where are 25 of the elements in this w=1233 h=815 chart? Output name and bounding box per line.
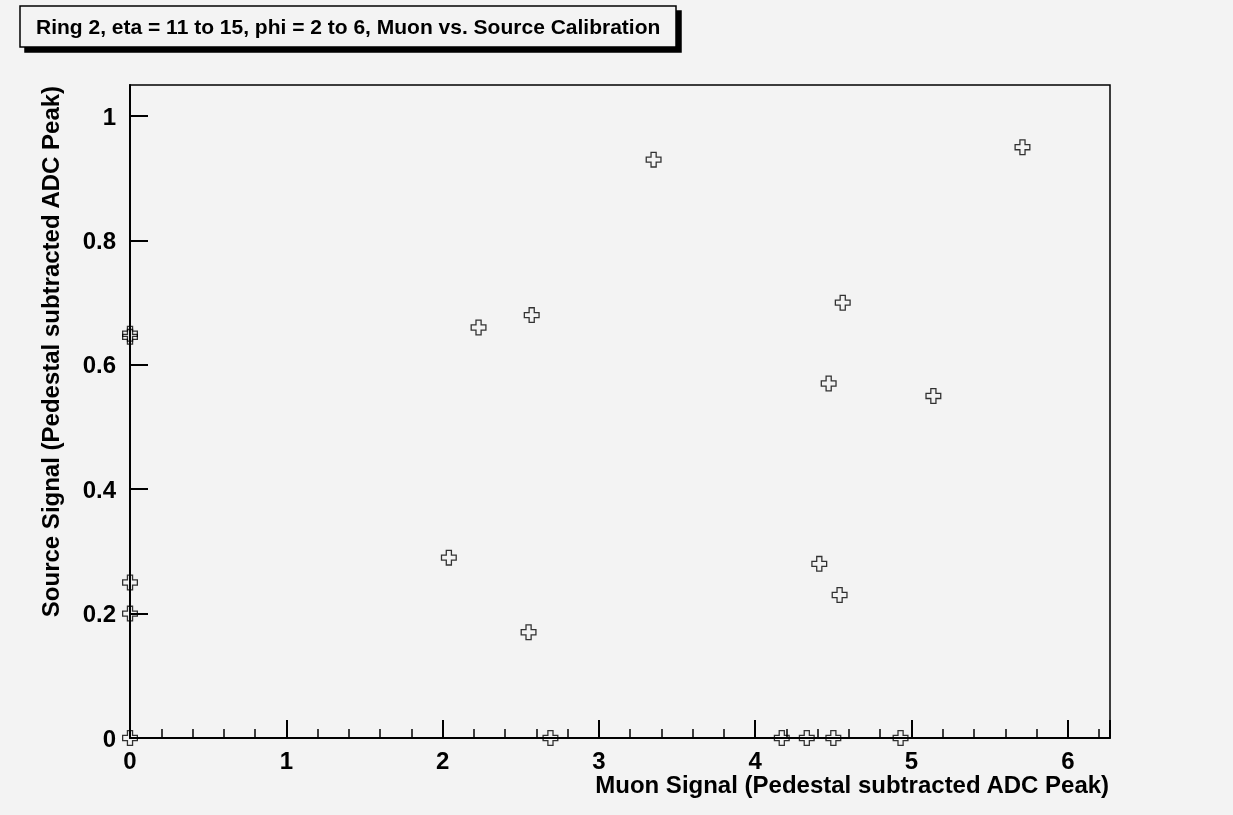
y-tick-label: 0.6 <box>82 351 116 379</box>
point <box>834 294 851 311</box>
chart-title: Ring 2, eta = 11 to 15, phi = 2 to 6, Muon vs. Source Calibration <box>36 15 661 38</box>
y-tick-label: 0.4 <box>82 475 117 503</box>
point <box>820 375 837 392</box>
point <box>892 730 909 746</box>
point <box>470 319 487 336</box>
point <box>645 151 662 168</box>
point <box>1014 139 1031 156</box>
y-tick-label: 0.2 <box>82 600 116 628</box>
point <box>825 730 842 746</box>
point <box>831 586 848 603</box>
point <box>440 549 457 566</box>
x-tick-label: 0 <box>123 746 137 774</box>
x-tick-label: 2 <box>435 746 450 774</box>
point <box>520 624 537 641</box>
y-tick-label: 0.8 <box>82 226 116 254</box>
point <box>925 387 942 404</box>
point <box>122 574 138 591</box>
y-tick-label: 1 <box>102 102 116 130</box>
y-tick-label: 0 <box>102 724 116 752</box>
point <box>542 730 559 746</box>
point <box>523 307 540 324</box>
y-axis-title: Source Signal (Pedestal subtracted ADC Peak) <box>36 85 64 618</box>
x-tick-label: 1 <box>279 746 293 774</box>
